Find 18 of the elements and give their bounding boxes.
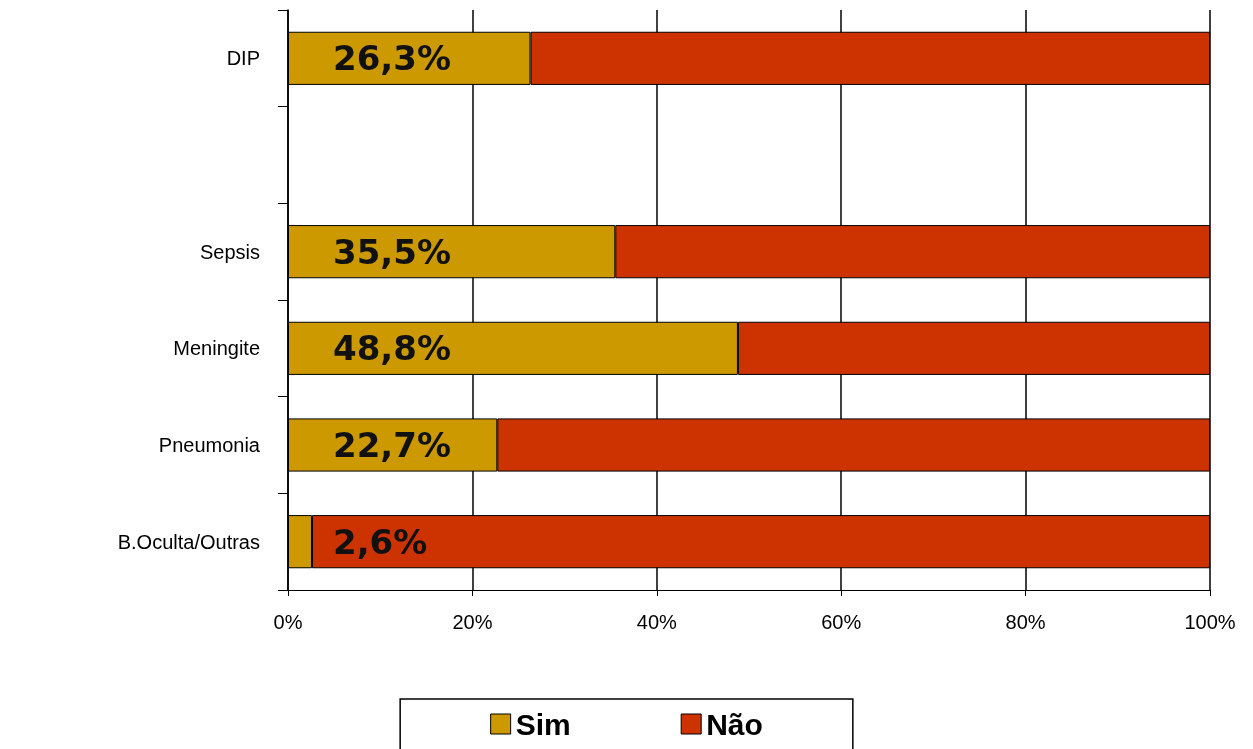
y-tick-label: Pneumonia (158, 434, 261, 456)
data-label: 22,7% (333, 425, 451, 465)
x-tick-label: 40% (636, 611, 678, 633)
data-label: 48,8% (333, 328, 451, 369)
x-tick-label: 60% (821, 611, 862, 633)
y-tick-label: B.Oculta/Outras (117, 530, 260, 553)
y-tick-label: Sepsis (199, 240, 260, 263)
data-label: 35,5% (333, 231, 451, 272)
x-tick-label: 100% (1184, 611, 1236, 633)
x-tick-label: 80% (1005, 611, 1046, 633)
data-label: 26,3% (333, 38, 451, 79)
data-label: 2,6% (333, 521, 428, 562)
legend-label: Sim (515, 707, 571, 741)
x-tick-label: 20% (452, 611, 493, 633)
y-tick-label: Meningite (173, 337, 260, 360)
y-tick-label: DIP (226, 47, 260, 70)
x-tick-label: 0% (273, 611, 303, 633)
legend-label: Não (706, 707, 763, 741)
